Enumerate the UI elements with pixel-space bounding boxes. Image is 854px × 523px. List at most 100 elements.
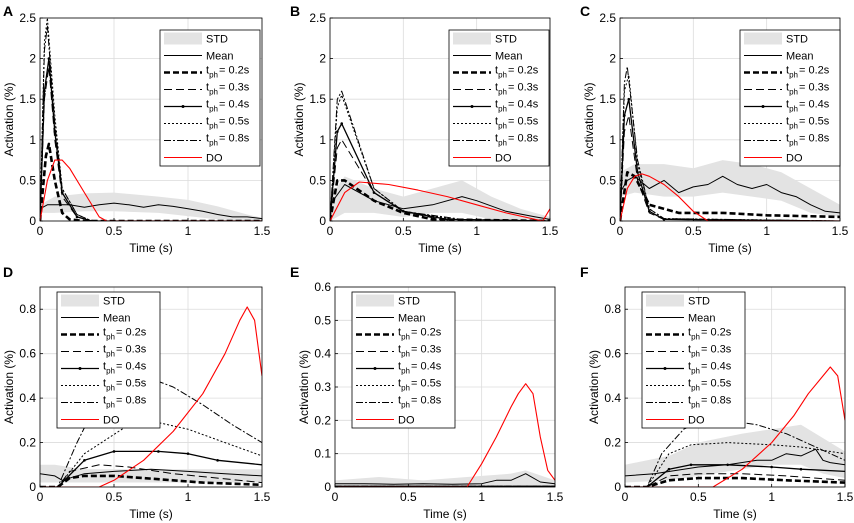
- legend-tph-t: t: [688, 327, 691, 339]
- y-tick-label: 2.5: [309, 11, 326, 25]
- series-point-tph04: [648, 209, 651, 213]
- legend-tph-sub: ph: [789, 139, 798, 148]
- legend-tph-sub: ph: [209, 139, 218, 148]
- series-line-mean: [620, 175, 840, 214]
- legend-tph-value: = 0.4s: [219, 99, 250, 111]
- legend-label-tph04: tph= 0.4s: [206, 99, 250, 114]
- legend-label-std: STD: [398, 296, 420, 308]
- legend-dot: [181, 105, 185, 108]
- y-axis-label: Activation (%): [587, 350, 601, 424]
- y-tick-label: 2: [319, 52, 326, 66]
- y-tick-label: 0.6: [314, 280, 331, 294]
- legend-label-tph08: tph= 0.8s: [786, 133, 830, 148]
- legend-tph-t: t: [103, 327, 106, 339]
- legend-label-do: DO: [103, 415, 120, 427]
- legend-tph-t: t: [103, 361, 106, 373]
- y-tick-label: 2.5: [599, 11, 616, 25]
- legend-tph-t: t: [103, 378, 106, 390]
- legend-tph-sub: ph: [789, 71, 798, 80]
- legend-label-tph04: tph= 0.4s: [398, 361, 442, 376]
- legend-swatch-std: [164, 32, 202, 45]
- legend-label-tph08: tph= 0.8s: [103, 395, 147, 410]
- legend-std-swatch: [453, 32, 491, 45]
- std-band: [625, 424, 845, 483]
- legend-tph-value: = 0.5s: [411, 378, 442, 390]
- y-tick-label: 0.4: [314, 347, 331, 361]
- legend-tph-sub: ph: [209, 105, 218, 114]
- panel-a: 0 0.5 1 1.5 0 0.5 1 1.5 2 2.5 Time (s) Activation (…: [2, 3, 271, 255]
- y-tick-label: 1: [29, 133, 36, 147]
- legend-tph-t: t: [398, 378, 401, 390]
- legend-label-tph05: tph= 0.5s: [206, 116, 250, 131]
- y-tick-label: 0.4: [604, 391, 621, 405]
- legend-label-tph05: tph= 0.5s: [398, 378, 442, 393]
- legend-tph-value: = 0.4s: [799, 99, 830, 111]
- legend-label-do: DO: [688, 415, 705, 427]
- legend-box: [739, 29, 841, 167]
- series-point-tph04: [336, 130, 339, 133]
- series-point-tph04: [186, 452, 190, 455]
- axes-box: [39, 286, 263, 488]
- legend-tph-sub: ph: [401, 333, 410, 342]
- legend-tph-t: t: [688, 361, 691, 373]
- x-tick-label: 0: [37, 224, 44, 238]
- y-tick-label: 2: [609, 52, 616, 66]
- legend-swatch-tph04: [61, 367, 99, 370]
- legend-tph-t: t: [495, 82, 498, 94]
- x-tick-label: 0.5: [690, 490, 707, 504]
- y-tick-label: 2: [29, 52, 36, 66]
- legend-tph-t: t: [688, 395, 691, 407]
- legend-label-tph05: tph= 0.5s: [103, 378, 147, 393]
- y-tick-label: 0.4: [19, 391, 36, 405]
- legend-label-tph02: tph= 0.2s: [398, 327, 442, 342]
- legend-tph-value: = 0.4s: [701, 361, 732, 373]
- legend-tph-sub: ph: [498, 122, 507, 131]
- legend-tph-value: = 0.2s: [701, 327, 732, 339]
- series-point-tph04: [112, 450, 116, 453]
- series-line-tph08: [330, 90, 550, 221]
- legend-label-tph04: tph= 0.4s: [786, 99, 830, 114]
- legend-tph-sub: ph: [789, 88, 798, 97]
- x-tick-label: 1: [763, 224, 770, 238]
- legend-tph-sub: ph: [789, 122, 798, 131]
- y-tick-label: 0.5: [599, 173, 616, 187]
- y-tick-label: 0.8: [19, 302, 36, 316]
- std-band: [620, 160, 840, 217]
- series-point-tph04: [636, 170, 639, 174]
- legend-dot: [470, 105, 474, 108]
- series-line-do: [40, 306, 262, 487]
- series-point-tph04: [689, 463, 693, 467]
- panel-label: A: [3, 3, 13, 19]
- legend-tph-sub: ph: [498, 105, 507, 114]
- legend-swatch-tph04: [356, 367, 394, 370]
- panel-c: 0 0.5 1 1.5 0 0.5 1 1.5 2 2.5 Time (s) Activation (…: [580, 3, 849, 255]
- series-point-tph04: [75, 215, 79, 219]
- legend-tph-t: t: [495, 99, 498, 111]
- legend-dot: [663, 367, 667, 370]
- legend-label-tph03: tph= 0.3s: [206, 82, 250, 97]
- legend-tph-value: = 0.5s: [116, 378, 147, 390]
- legend-tph-t: t: [206, 65, 209, 77]
- legend-swatch-tph04: [453, 105, 491, 108]
- legend-tph-t: t: [786, 133, 789, 145]
- std-band: [40, 192, 262, 221]
- legend-tph-t: t: [103, 395, 106, 407]
- legend-tph-sub: ph: [691, 384, 700, 393]
- y-axis-label: Activation (%): [2, 82, 16, 156]
- legend-tph-value: = 0.3s: [411, 344, 442, 356]
- legend-swatch-tph04: [164, 105, 202, 108]
- x-tick-label: 1.5: [832, 224, 849, 238]
- legend-label-mean: Mean: [495, 51, 523, 63]
- legend-box: [56, 291, 161, 429]
- series-line-mean: [625, 448, 845, 477]
- y-tick-label: 1: [319, 133, 326, 147]
- y-tick-label: 0: [319, 214, 326, 228]
- legend-tph-sub: ph: [691, 350, 700, 359]
- x-tick-label: 1: [478, 490, 485, 504]
- legend-tph-t: t: [786, 116, 789, 128]
- legend-std-swatch: [646, 294, 684, 307]
- y-tick-label: 0.6: [19, 347, 36, 361]
- x-tick-label: 1.5: [254, 490, 271, 504]
- y-axis-label: Activation (%): [2, 350, 16, 424]
